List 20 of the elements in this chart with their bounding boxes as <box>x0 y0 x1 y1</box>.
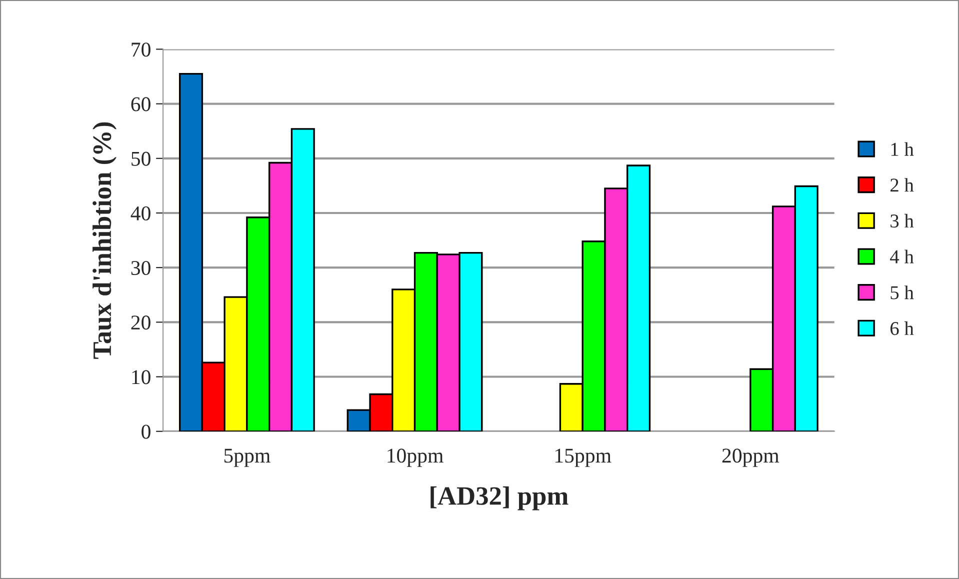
legend-label: 1 h <box>891 142 914 156</box>
y-tick-label: 40 <box>130 206 150 220</box>
y-tick-label: 70 <box>132 42 150 57</box>
y-tick-label: 0 <box>142 424 150 439</box>
x-tick-label: 15ppm <box>555 448 612 467</box>
x-tick-label: 5ppm <box>224 448 270 467</box>
legend-label: 3 h <box>890 214 914 228</box>
legend-label: 4 h <box>890 250 914 264</box>
y-tick-label: 30 <box>131 260 150 276</box>
y-tick-label: 10 <box>132 370 150 384</box>
y-tick-label: 60 <box>131 97 150 112</box>
y-axis-title: Taux d'inhibtion (%) <box>92 122 116 359</box>
y-tick-label: 50 <box>132 152 150 166</box>
legend-label: 5 h <box>890 286 914 300</box>
x-tick-label: 20ppm <box>722 448 780 467</box>
x-axis-title: [AD32] ppm <box>430 486 568 510</box>
x-tick-label: 10ppm <box>388 448 444 467</box>
legend-label: 6 h <box>890 321 914 336</box>
y-tick-label: 20 <box>131 316 150 330</box>
legend-label: 2 h <box>890 178 914 192</box>
